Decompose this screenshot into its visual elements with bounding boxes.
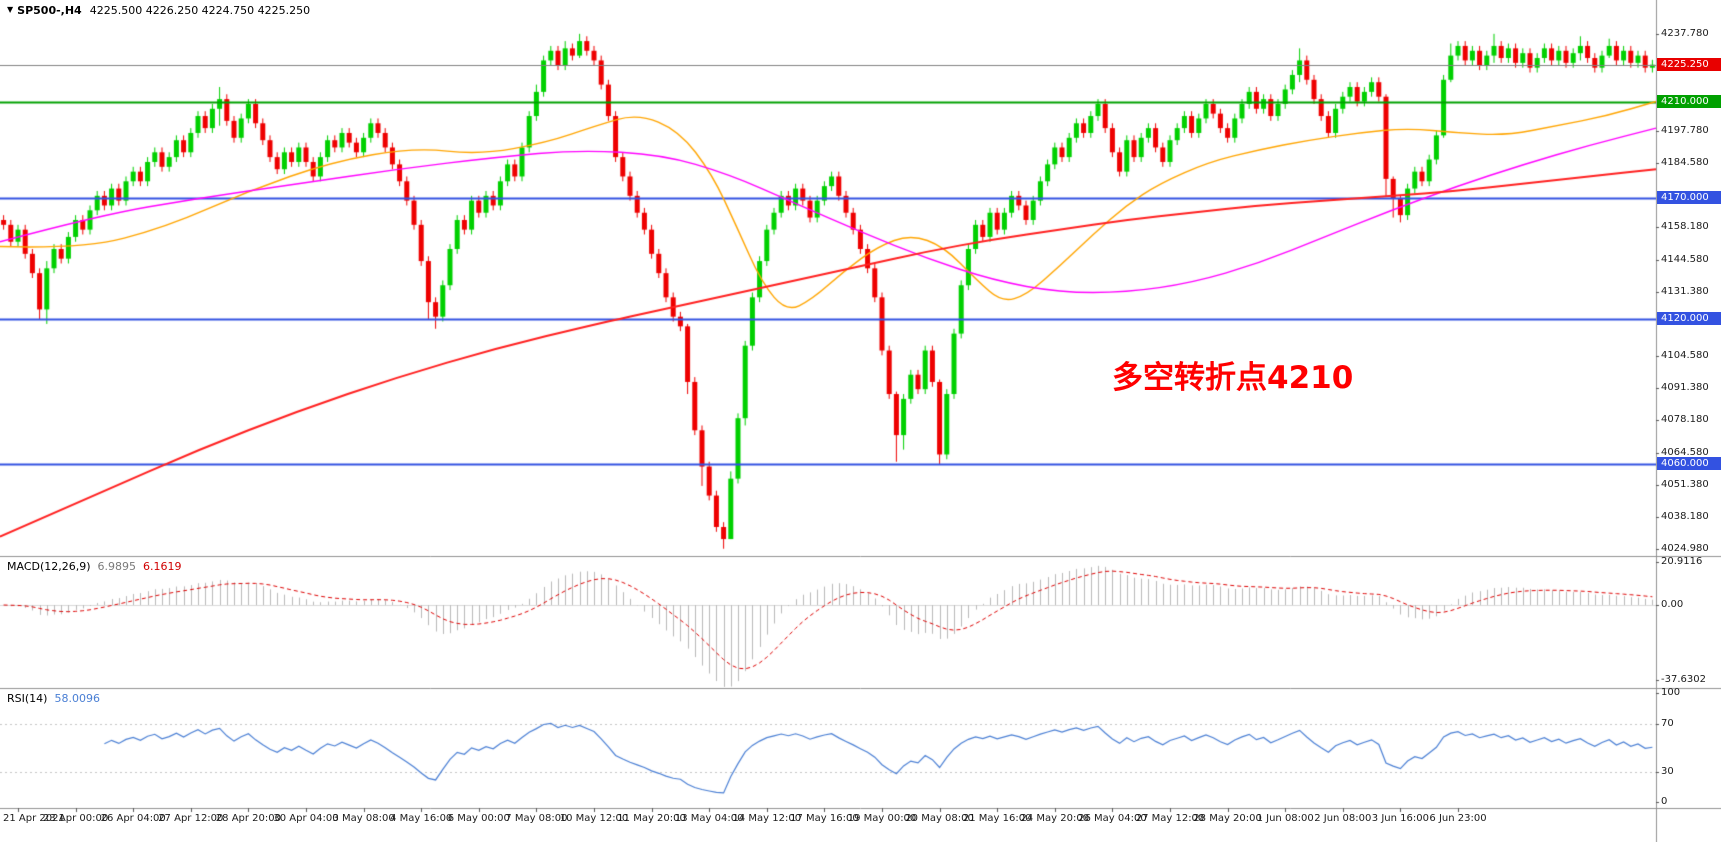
ohlc-values: 4225.500 4226.250 4224.750 4225.250 [89, 4, 311, 17]
rsi-axis-label: 70 [1661, 718, 1674, 730]
price-axis-label: 4051.380 [1661, 478, 1709, 490]
price-axis-label: 4197.780 [1661, 125, 1709, 137]
date-label: 26 May 04:00 [1078, 813, 1147, 824]
date-label: 17 May 16:00 [790, 813, 859, 824]
date-label: 27 Apr 12:00 [158, 813, 224, 824]
date-label: 21 May 16:00 [962, 813, 1032, 824]
date-label: 6 May 00:00 [447, 813, 510, 824]
date-label: 7 May 08:00 [505, 813, 568, 824]
macd-indicator-name: MACD(12,26,9) [7, 560, 91, 573]
date-label: 4 May 16:00 [390, 813, 453, 824]
price-axis-label: 4237.780 [1661, 28, 1709, 40]
date-label: 23 Apr 00:00 [42, 813, 109, 824]
rsi-axis-label: 0 [1661, 796, 1668, 807]
rsi-axis-label: 100 [1661, 687, 1681, 698]
price-axis-label: 4091.380 [1661, 382, 1709, 394]
macd-main-value: 6.9895 [97, 560, 137, 573]
rsi-axis-label: 30 [1661, 765, 1674, 777]
date-label: 24 May 20:00 [1020, 813, 1090, 824]
price-badge: 4225.250 [1657, 57, 1721, 71]
date-label: 3 Jun 16:00 [1371, 813, 1429, 824]
macd-panel-label: MACD(12,26,9) 6.9895 6.1619 [7, 560, 182, 573]
rsi-value: 58.0096 [54, 692, 100, 705]
date-label: 13 May 04:00 [674, 813, 744, 824]
macd-signal-value: 6.1619 [143, 560, 182, 573]
date-label: 2 Jun 08:00 [1314, 813, 1372, 824]
symbol-timeframe-label: SP500-,H4 [17, 4, 82, 17]
macd-axis-label: 0.00 [1661, 599, 1684, 610]
date-label: 14 May 12:00 [732, 813, 802, 824]
date-label: 27 May 12:00 [1135, 813, 1205, 824]
symbol-dropdown-icon[interactable]: ▼ [7, 5, 14, 14]
price-axis-label: 4144.580 [1661, 253, 1709, 265]
price-axis-label: 4078.180 [1661, 414, 1709, 426]
date-label: 3 May 08:00 [332, 813, 395, 824]
date-label: 30 Apr 04:00 [273, 813, 339, 824]
date-label: 20 May 08:00 [905, 813, 974, 824]
price-axis-label: 4158.180 [1661, 220, 1709, 232]
price-axis-label: 4184.580 [1661, 156, 1709, 168]
date-label: 21 Apr 2021 [3, 813, 65, 824]
rsi-indicator-name: RSI(14) [7, 692, 48, 705]
price-axis-label: 4024.980 [1661, 542, 1709, 554]
price-axis-label: 4064.580 [1661, 447, 1709, 459]
date-label: 19 May 00:00 [847, 813, 917, 824]
price-axis-label: 4104.580 [1661, 350, 1709, 362]
annotation-text: 多空转折点4210 [1112, 360, 1354, 396]
date-label: 1 Jun 08:00 [1256, 813, 1314, 824]
date-label: 6 Jun 23:00 [1429, 813, 1487, 824]
price-badge: 4060.000 [1657, 457, 1721, 471]
date-label: 10 May 12:00 [559, 813, 629, 824]
price-axis-label: 4038.180 [1661, 510, 1709, 522]
price-badge: 4120.000 [1657, 312, 1721, 326]
rsi-panel-label: RSI(14) 58.0096 [7, 692, 100, 705]
date-label: 11 May 20:00 [617, 813, 686, 824]
macd-axis-label: 20.9116 [1661, 556, 1703, 567]
price-badge: 4170.000 [1657, 191, 1721, 205]
date-label: 28 Apr 20:00 [215, 813, 281, 824]
date-label: 26 Apr 04:00 [100, 813, 166, 824]
chart-header: ▼ SP500-,H4 4225.500 4226.250 4224.750 422… [7, 4, 310, 17]
macd-axis-label: -37.6302 [1661, 674, 1706, 685]
price-badge: 4210.000 [1657, 94, 1721, 108]
date-label: 28 May 20:00 [1193, 813, 1262, 824]
price-axis-label: 4131.380 [1661, 285, 1709, 297]
